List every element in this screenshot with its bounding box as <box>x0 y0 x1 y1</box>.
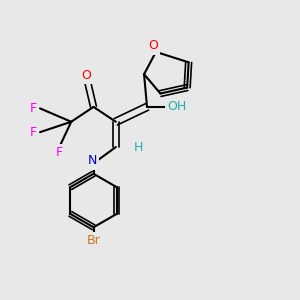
Text: F: F <box>30 126 37 139</box>
Text: N: N <box>87 154 97 167</box>
Text: F: F <box>56 146 63 160</box>
Text: Br: Br <box>87 234 100 247</box>
Text: F: F <box>30 102 37 115</box>
Text: H: H <box>134 140 143 154</box>
Text: O: O <box>81 69 91 82</box>
Text: O: O <box>148 40 158 52</box>
Text: OH: OH <box>167 100 186 113</box>
